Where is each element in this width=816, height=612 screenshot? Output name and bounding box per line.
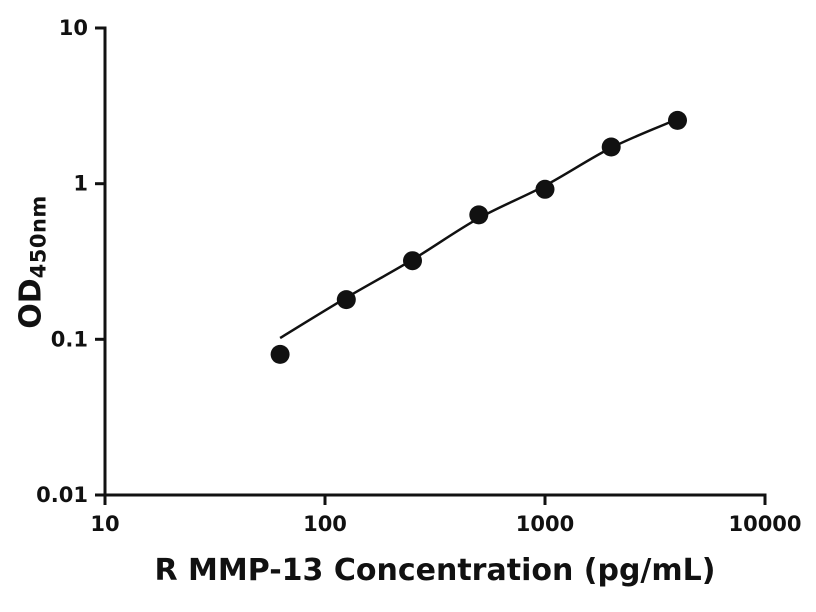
data-point-marker	[668, 110, 687, 130]
x-tick-label: 100	[303, 512, 347, 536]
data-point-marker	[535, 179, 555, 199]
x-tick-label: 10	[90, 512, 119, 536]
y-tick-label: 1	[73, 172, 88, 196]
data-point-marker	[601, 137, 621, 157]
data-point-marker	[469, 205, 489, 225]
y-tick-label: 10	[59, 16, 88, 40]
y-axis-title-sub: 450nm	[26, 195, 51, 279]
data-point-marker	[270, 344, 290, 364]
y-axis-title: OD450nm	[14, 195, 51, 329]
x-axis-title: R MMP-13 Concentration (pg/mL)	[154, 553, 716, 588]
axis-spines	[103, 26, 767, 497]
data-point-marker	[336, 290, 356, 310]
x-tick-label: 1000	[516, 512, 574, 536]
data-point-marker	[403, 251, 422, 271]
y-axis-title-main: OD	[13, 278, 49, 329]
y-tick-label: 0.1	[51, 327, 88, 351]
axes-layer: 10 100 1000 10000 0.01 0.1 1 10	[36, 16, 801, 536]
y-tick-label: 0.01	[36, 483, 88, 507]
x-tick-label: 10000	[728, 512, 801, 536]
series-layer	[270, 110, 687, 364]
